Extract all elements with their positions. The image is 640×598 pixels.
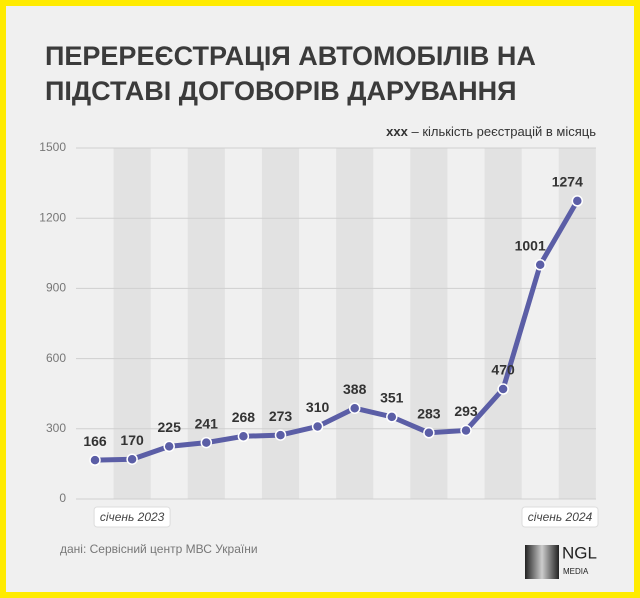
label-box xyxy=(521,506,599,528)
value-label: 268 xyxy=(232,409,256,425)
value-label: 166 xyxy=(83,433,107,449)
stripe xyxy=(410,148,448,499)
value-label: 1274 xyxy=(552,174,583,190)
y-tick-label: 1200 xyxy=(39,210,66,224)
point xyxy=(163,440,175,453)
point xyxy=(311,420,324,433)
legend-text: – кількість реєстрацій в місяць xyxy=(411,124,596,139)
y-tick-label: 0 xyxy=(59,491,66,505)
line xyxy=(94,199,580,463)
y-tick-label: 300 xyxy=(46,421,66,435)
label-box xyxy=(93,506,171,528)
point xyxy=(386,411,398,423)
chart-title: ПЕРЕРЕЄСТРАЦІЯ АВТОМОБІЛІВ НА xyxy=(45,41,536,71)
point xyxy=(534,259,546,271)
point xyxy=(423,427,435,439)
point xyxy=(571,195,584,207)
point xyxy=(274,429,287,441)
value-label: 283 xyxy=(417,405,441,421)
x-tick-label: січень 2023 xyxy=(100,510,165,524)
value-label: 1001 xyxy=(515,237,546,253)
value-label: 273 xyxy=(269,408,293,424)
source: дані: Сервісний центр МВС України xyxy=(60,542,258,556)
value-label: 388 xyxy=(343,381,367,397)
point xyxy=(89,454,101,466)
y-tick-label: 900 xyxy=(46,281,66,295)
logo-mark xyxy=(525,545,559,579)
value-label: 241 xyxy=(195,415,219,431)
point xyxy=(237,430,250,443)
legend-marker: xxx xyxy=(386,124,408,139)
x-tick-label: січень 2024 xyxy=(528,510,593,524)
point xyxy=(348,402,361,414)
stripe xyxy=(113,148,151,499)
y-tick-label: 600 xyxy=(46,351,66,365)
y-tick-label: 1500 xyxy=(39,140,66,154)
point xyxy=(200,436,213,449)
point xyxy=(497,383,509,395)
value-label: 293 xyxy=(454,403,478,419)
value-label: 310 xyxy=(306,399,330,415)
plot: 0 300 600 900 1200 1500 січень 2023 січень 2024… xyxy=(39,140,599,528)
point xyxy=(126,453,138,465)
logo-sub: MEDIA xyxy=(563,567,589,576)
legend-note: xxx – кількість реєстрацій в місяць xyxy=(386,124,596,139)
point xyxy=(460,424,472,437)
value-label: 470 xyxy=(491,362,515,378)
chart-title: ПІДСТАВІ ДОГОВОРІВ ДАРУВАННЯ xyxy=(45,76,517,106)
value-label: 225 xyxy=(158,419,182,435)
stripe xyxy=(336,148,374,499)
stripe xyxy=(484,148,522,499)
stripe xyxy=(261,148,300,499)
value-label: 170 xyxy=(120,432,144,448)
value-label: 351 xyxy=(380,390,404,406)
logo-name: NGL xyxy=(562,543,597,562)
